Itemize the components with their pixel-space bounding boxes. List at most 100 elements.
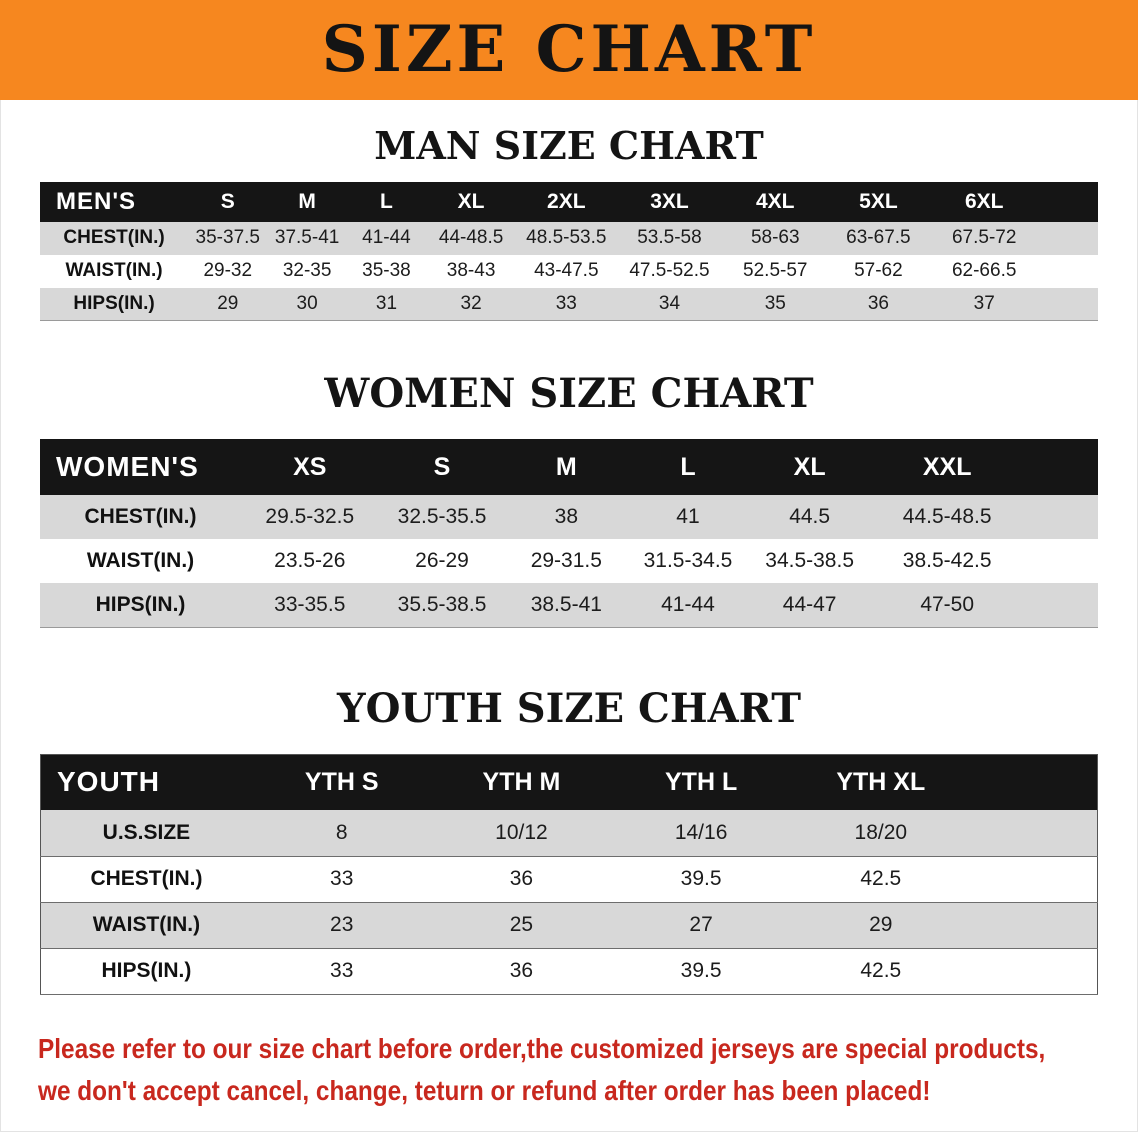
women-size-chart-section: WOMEN SIZE CHART WOMEN'S XS S M L XL XXL CHEST… xyxy=(0,321,1138,628)
banner-title: SIZE CHART xyxy=(321,12,817,87)
measurement-row: CHEST(IN.) 29.5-32.5 32.5-35.5 38 41 44.5 44.5… xyxy=(40,495,1098,540)
women-table-header: WOMEN'S XS S M L XL XXL xyxy=(40,439,1098,496)
measurement-row: HIPS(IN.) 29 30 31 32 33 34 35 36 37 xyxy=(40,287,1098,321)
men-size-table: MEN'S S M L XL 2XL 3XL 4XL 5XL 6XL CHEST(IN.) 35-3… xyxy=(40,181,1098,322)
measurement-row: WAIST(IN.) 23.5-26 26-29 29-31.5 31.5-34.5 34… xyxy=(40,539,1098,584)
size-value: 37 xyxy=(973,292,995,314)
size-value: 36 xyxy=(431,948,612,995)
size-value: 34.5-38.5 xyxy=(765,549,855,573)
size-value: 41-44 xyxy=(362,227,411,249)
size-value: 27 xyxy=(611,902,791,949)
measurement-row: WAIST(IN.) 29-32 32-35 35-38 38-43 43-47.5 47.… xyxy=(40,254,1098,288)
size-value: 32 xyxy=(460,292,482,314)
size-column-header: 5XL xyxy=(828,181,929,222)
size-value: 25 xyxy=(431,902,612,949)
size-value: 33 xyxy=(555,292,577,314)
size-column-header: YTH L xyxy=(611,754,791,811)
size-value: 47.5-52.5 xyxy=(629,260,710,282)
size-value: 26-29 xyxy=(415,549,469,573)
row-label: CHEST(IN.) xyxy=(63,227,165,249)
men-table-header: MEN'S S M L XL 2XL 3XL 4XL 5XL 6XL xyxy=(40,181,1098,222)
size-value: 48.5-53.5 xyxy=(526,227,607,249)
corner-header: YOUTH xyxy=(40,754,252,811)
size-column-header xyxy=(1039,181,1098,222)
measurement-row: U.S.SIZE 8 10/12 14/16 18/20 xyxy=(40,810,1098,857)
row-label: WAIST(IN.) xyxy=(40,902,252,949)
size-value: 29-32 xyxy=(203,260,253,282)
measurement-row: HIPS(IN.) 33-35.5 35.5-38.5 38.5-41 41-44 44-… xyxy=(40,583,1098,628)
row-label: HIPS(IN.) xyxy=(95,592,186,616)
size-column-header: YTH S xyxy=(251,754,432,811)
size-value: 29-31.5 xyxy=(530,549,602,573)
size-value xyxy=(970,856,1098,903)
size-value: 39.5 xyxy=(611,948,791,995)
measurement-row: WAIST(IN.) 23 25 27 29 xyxy=(40,902,1098,949)
size-value: 35 xyxy=(764,292,786,314)
size-value: 38.5-41 xyxy=(530,592,602,616)
row-label: HIPS(IN.) xyxy=(40,948,252,995)
size-value xyxy=(1040,255,1098,288)
disclaimer-line-1: Please refer to our size chart before or… xyxy=(38,1032,1046,1064)
men-table-body: CHEST(IN.) 35-37.5 37.5-41 41-44 44-48.5 48.5… xyxy=(40,221,1098,321)
size-column-header: S xyxy=(378,439,506,496)
size-value: 37.5-41 xyxy=(274,227,340,249)
size-value xyxy=(1024,583,1098,627)
size-column-header: 6XL xyxy=(928,181,1040,222)
size-column-header: 3XL xyxy=(616,181,723,222)
size-value: 29.5-32.5 xyxy=(265,505,355,529)
women-size-table: WOMEN'S XS S M L XL XXL CHEST(IN.) 29.5-32.5 32.… xyxy=(40,439,1098,628)
size-value: 62-66.5 xyxy=(951,260,1017,282)
size-column-header: S xyxy=(188,181,268,222)
size-value: 44-48.5 xyxy=(438,227,504,249)
row-label: CHEST(IN.) xyxy=(40,856,252,903)
size-column-header: L xyxy=(627,439,749,496)
size-value: 53.5-58 xyxy=(637,227,702,249)
size-value xyxy=(1040,222,1098,255)
size-value: 34 xyxy=(658,292,681,314)
size-value: 52.5-57 xyxy=(743,260,808,282)
size-column-header: YTH M xyxy=(431,754,612,811)
size-value: 42.5 xyxy=(790,856,971,903)
size-value: 33 xyxy=(251,856,432,903)
size-value: 23.5-26 xyxy=(274,549,346,573)
size-value: 36 xyxy=(867,292,889,314)
size-value: 43-47.5 xyxy=(534,260,599,282)
size-value xyxy=(970,902,1098,949)
size-value xyxy=(1040,288,1098,321)
size-value: 38-43 xyxy=(446,260,496,282)
row-label: CHEST(IN.) xyxy=(84,505,197,529)
size-value: 8 xyxy=(251,810,432,857)
size-column-header: 2XL xyxy=(516,181,617,222)
measurement-row: CHEST(IN.) 35-37.5 37.5-41 41-44 44-48.5 48.5… xyxy=(40,221,1098,255)
measurement-row: CHEST(IN.) 33 36 39.5 42.5 xyxy=(40,856,1098,903)
size-value: 35.5-38.5 xyxy=(397,592,487,616)
corner-header: MEN'S xyxy=(40,181,189,222)
header-row: WOMEN'S XS S M L XL XXL xyxy=(40,439,1098,496)
size-value: 63-67.5 xyxy=(846,227,911,249)
size-value: 47-50 xyxy=(920,592,975,616)
size-column-header xyxy=(970,754,1098,811)
row-label: WAIST(IN.) xyxy=(86,549,195,573)
size-value: 14/16 xyxy=(611,810,791,857)
size-column-header: 4XL xyxy=(722,181,829,222)
size-value: 35-37.5 xyxy=(195,227,260,249)
size-value: 38.5-42.5 xyxy=(902,549,992,573)
size-value: 23 xyxy=(251,902,432,949)
size-column-header: XL xyxy=(748,439,871,496)
size-value xyxy=(1024,495,1098,539)
youth-table-header: YOUTH YTH S YTH M YTH L YTH XL xyxy=(40,754,1098,811)
size-value: 29 xyxy=(217,292,239,314)
youth-section-title: YOUTH SIZE CHART xyxy=(337,684,801,732)
size-value: 30 xyxy=(296,292,318,314)
youth-table-body: U.S.SIZE 8 10/12 14/16 18/20 CHEST(IN.) 33 36 39… xyxy=(40,810,1098,995)
size-value: 18/20 xyxy=(790,810,971,857)
row-label: WAIST(IN.) xyxy=(65,260,163,282)
size-value: 39.5 xyxy=(611,856,791,903)
size-value: 38 xyxy=(554,505,578,529)
youth-size-chart-section: YOUTH SIZE CHART YOUTH YTH S YTH M YTH L YTH… xyxy=(0,628,1138,995)
size-value: 31 xyxy=(375,292,398,314)
size-chart-banner: SIZE CHART xyxy=(0,0,1138,100)
size-value: 67.5-72 xyxy=(951,227,1017,249)
size-column-header: L xyxy=(346,181,427,222)
